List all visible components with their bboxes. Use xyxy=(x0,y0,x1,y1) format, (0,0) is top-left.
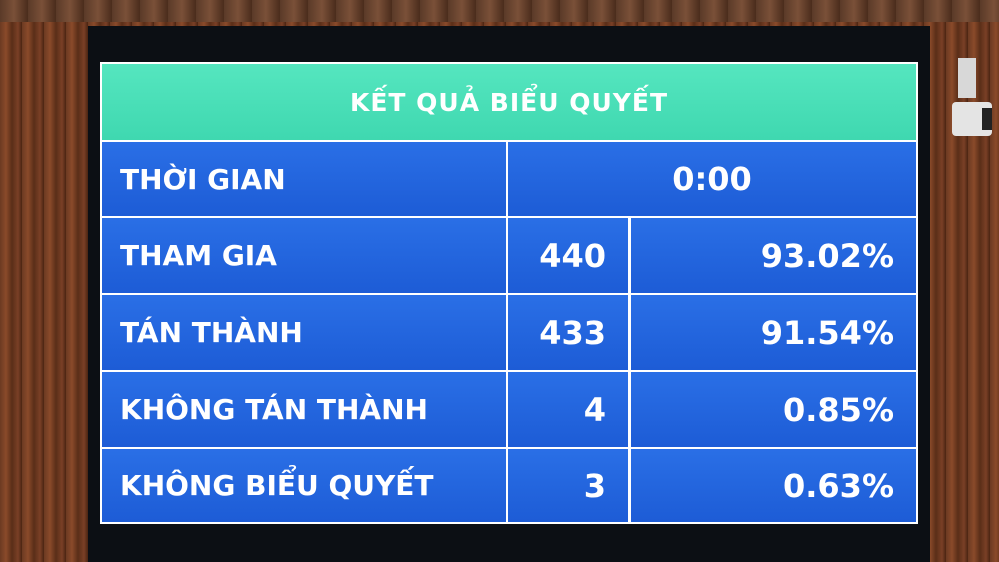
row-label: KHÔNG BIỂU QUYẾT xyxy=(102,449,506,522)
board-title: KẾT QUẢ BIỂU QUYẾT xyxy=(102,64,916,140)
row-count: 3 xyxy=(508,449,628,522)
row-count: 440 xyxy=(508,218,628,293)
row-label: THAM GIA xyxy=(102,218,506,293)
time-label: THỜI GIAN xyxy=(102,142,506,216)
row-count: 433 xyxy=(508,295,628,370)
row-count: 4 xyxy=(508,372,628,447)
row-percent: 91.54% xyxy=(631,295,916,370)
vote-result-board: KẾT QUẢ BIỂU QUYẾT THỜI GIAN 0:00 THAM G… xyxy=(100,62,918,524)
row-label: TÁN THÀNH xyxy=(102,295,506,370)
security-camera-icon xyxy=(952,58,992,136)
row-percent: 0.63% xyxy=(631,449,916,522)
time-value: 0:00 xyxy=(508,142,916,216)
row-percent: 93.02% xyxy=(631,218,916,293)
row-label: KHÔNG TÁN THÀNH xyxy=(102,372,506,447)
row-percent: 0.85% xyxy=(631,372,916,447)
wood-panel-top xyxy=(0,0,999,22)
